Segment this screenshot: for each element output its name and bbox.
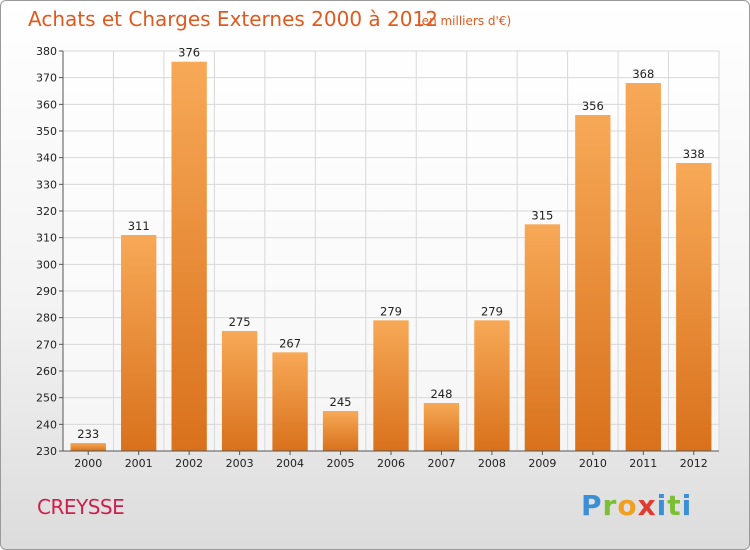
bar-value-label: 248	[430, 387, 452, 401]
x-tick-label: 2003	[226, 457, 254, 470]
y-tick-label: 270	[36, 338, 57, 351]
y-tick-label: 250	[36, 392, 57, 405]
bar	[575, 115, 611, 451]
x-tick-label: 2002	[175, 457, 203, 470]
bar	[423, 403, 460, 451]
chart-subtitle: (en milliers d'€)	[417, 14, 512, 28]
axes: 230 240 250 260 270 280 290 300 310 320 330 340 350 3…	[36, 45, 719, 470]
y-tick-label: 290	[36, 285, 57, 298]
bar-value-label: 338	[683, 147, 705, 161]
bar-value-label: 315	[531, 208, 553, 222]
bar	[474, 320, 510, 451]
y-tick-label: 300	[36, 258, 57, 271]
y-tick-label: 280	[36, 312, 57, 325]
bar-value-label: 279	[380, 304, 402, 318]
y-tick-label: 230	[36, 445, 57, 458]
y-tick-label: 350	[36, 125, 57, 138]
x-tick-label: 2005	[327, 457, 355, 470]
bar	[373, 320, 409, 451]
bar-value-label: 311	[128, 219, 150, 233]
bar-value-label: 279	[481, 304, 503, 318]
y-tick-label: 310	[36, 232, 57, 245]
bar	[121, 235, 157, 451]
y-tick-label: 260	[36, 365, 57, 378]
bar-value-label: 376	[178, 46, 200, 60]
y-tick-label: 240	[36, 418, 57, 431]
bar-value-label: 233	[77, 427, 99, 441]
x-tick-label: 2011	[629, 457, 657, 470]
bar-value-label: 267	[279, 336, 301, 350]
bar	[322, 411, 359, 451]
chart-title: Achats et Charges Externes 2000 à 2012	[28, 7, 438, 31]
x-tick-label: 2012	[680, 457, 708, 470]
x-tick-label: 2009	[528, 457, 556, 470]
x-tick-label: 2001	[125, 457, 153, 470]
x-tick-label: 2004	[276, 457, 304, 470]
bar	[221, 331, 258, 451]
y-tick-label: 340	[36, 152, 57, 165]
bar-value-label: 368	[632, 67, 654, 81]
y-tick-label: 330	[36, 178, 57, 191]
bars-group: 233 311 376 275 267 245 279 248 279 315 356 368 338	[70, 46, 712, 452]
bar-value-label: 275	[229, 315, 251, 329]
x-tick-label: 2000	[74, 457, 102, 470]
x-tick-label: 2007	[427, 457, 455, 470]
bar	[625, 83, 661, 451]
bar-value-label: 245	[330, 395, 352, 409]
x-tick-label: 2010	[579, 457, 607, 470]
proxiti-logo[interactable]: Proxiti	[581, 489, 693, 522]
city-name: CREYSSE	[37, 495, 125, 519]
x-tick-label: 2008	[478, 457, 506, 470]
y-tick-label: 360	[36, 98, 57, 111]
x-tick-label: 2006	[377, 457, 405, 470]
y-tick-label: 370	[36, 72, 57, 85]
bar	[676, 163, 712, 451]
bar-value-label: 356	[582, 99, 604, 113]
y-tick-label: 380	[36, 45, 57, 58]
bar	[171, 61, 207, 452]
bar	[70, 443, 106, 451]
bar	[524, 224, 561, 451]
bar	[272, 352, 308, 451]
y-tick-label: 320	[36, 205, 57, 218]
